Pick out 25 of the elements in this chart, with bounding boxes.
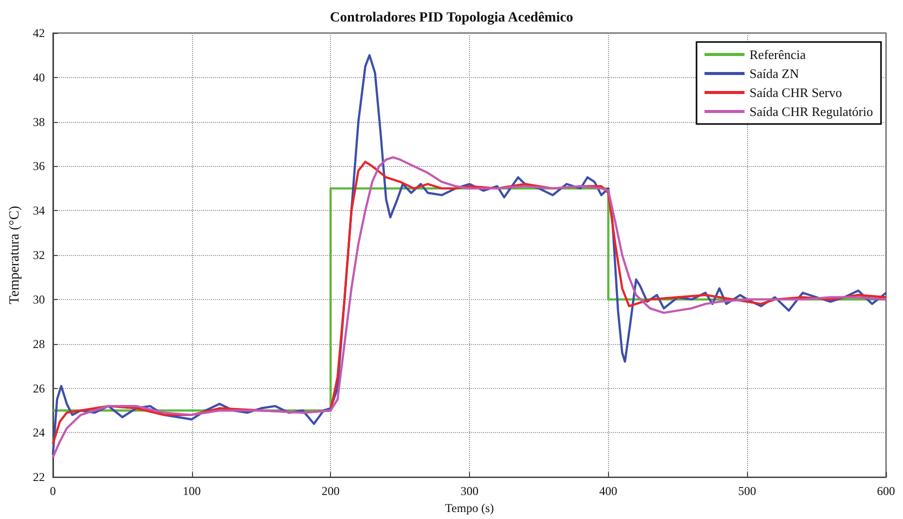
y-tick-label: 40 bbox=[32, 70, 45, 84]
y-tick-label: 24 bbox=[32, 426, 45, 440]
x-tick-label: 600 bbox=[877, 484, 895, 498]
x-tick-label: 500 bbox=[738, 484, 756, 498]
x-tick-label: 300 bbox=[460, 484, 478, 498]
y-axis-title: Temperatura (°C) bbox=[8, 206, 22, 304]
legend-label: Saída CHR Regulatório bbox=[750, 104, 874, 119]
x-tick-label: 400 bbox=[599, 484, 618, 498]
y-tick-label: 36 bbox=[32, 159, 45, 174]
y-tick-label: 32 bbox=[32, 248, 45, 262]
y-tick-label: 34 bbox=[32, 204, 45, 218]
y-tick-label: 28 bbox=[32, 336, 45, 351]
legend-label: Saída ZN bbox=[750, 66, 800, 81]
legend-label: Saída CHR Servo bbox=[750, 85, 842, 100]
y-tick-label: 26 bbox=[32, 381, 45, 396]
x-tick-label: 200 bbox=[322, 484, 340, 498]
legend-label: Referência bbox=[750, 47, 806, 62]
x-tick-label: 100 bbox=[182, 484, 201, 498]
x-tick-label: 0 bbox=[50, 484, 56, 498]
x-axis-title: Tempo (s) bbox=[445, 501, 494, 515]
y-tick-label: 38 bbox=[32, 114, 45, 129]
y-tick-label: 30 bbox=[32, 292, 45, 306]
y-tick-label: 42 bbox=[32, 26, 45, 40]
y-tick-label: 22 bbox=[32, 470, 45, 484]
chart-title: Controladores PID Topologia Acedêmico bbox=[330, 10, 574, 26]
